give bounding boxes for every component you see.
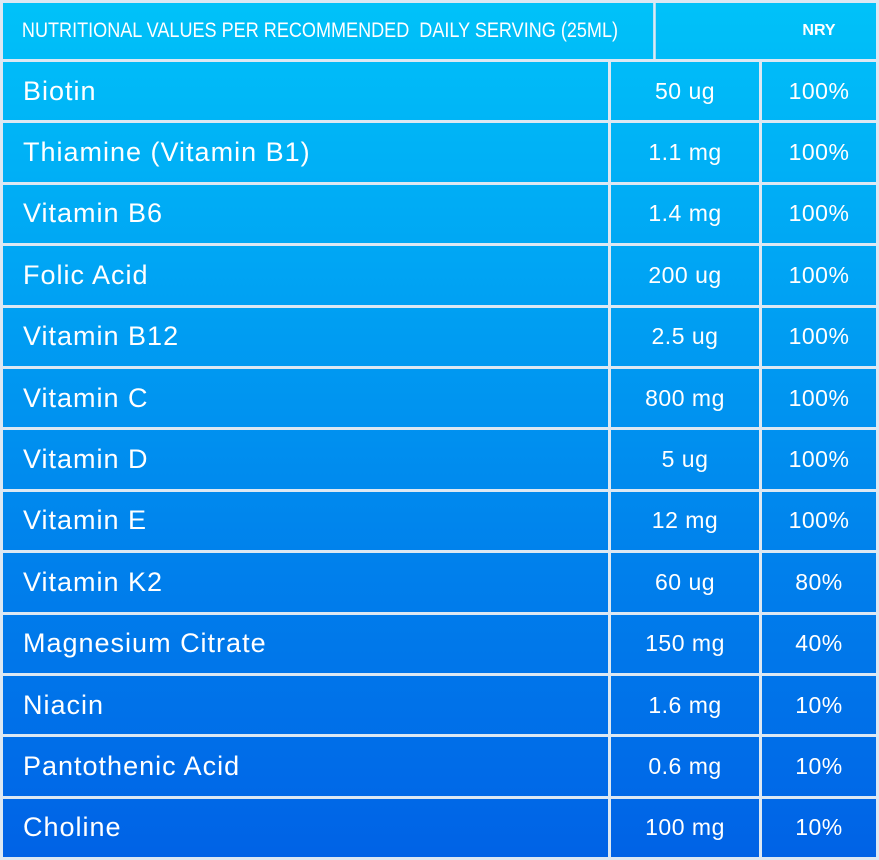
nutrient-amount: 200 ug [611, 246, 762, 305]
nutrient-amount: 0.6 mg [611, 737, 762, 796]
table-row: Choline 100 mg 10% [3, 798, 876, 860]
nutrient-nry: 100% [788, 323, 850, 350]
table-row: Biotin 50 ug 100% [3, 62, 876, 124]
nutrient-name: Niacin [3, 675, 611, 735]
table-row: Vitamin B6 1.4 mg 100% [3, 184, 876, 247]
nutrient-name: Vitamin B6 [3, 184, 611, 244]
table-row: Vitamin E 12 mg 100% [3, 491, 876, 554]
nutrient-nry: 10% [795, 691, 843, 718]
nutrient-nry: 80% [795, 568, 843, 595]
nutrient-nry: 100% [788, 507, 850, 534]
nutrient-name: Thiamine (Vitamin B1) [3, 123, 611, 182]
nutrient-name: Vitamin B12 [3, 307, 611, 366]
nutrient-amount: 1.4 mg [611, 184, 762, 244]
nutrient-name: Folic Acid [3, 246, 611, 305]
table-header: NUTRITIONAL VALUES PER RECOMMENDED DAILY… [3, 0, 876, 62]
table-row: Magnesium Citrate 150 mg 40% [3, 614, 876, 676]
nutrient-name: Vitamin D [3, 430, 611, 489]
nutrient-amount: 1.6 mg [611, 675, 762, 735]
nutrient-nry: 100% [788, 200, 850, 227]
nutrient-amount: 2.5 ug [611, 307, 762, 366]
header-title: NUTRITIONAL VALUES PER RECOMMENDED DAILY… [3, 3, 656, 59]
nutrient-nry: 100% [788, 261, 850, 288]
nutrient-nry: 100% [788, 446, 850, 473]
nutrient-amount: 150 mg [611, 614, 762, 673]
table-row: Vitamin B12 2.5 ug 100% [3, 307, 876, 369]
nutrient-name: Biotin [3, 62, 611, 121]
table-row: Vitamin K2 60 ug 80% [3, 553, 876, 615]
nutrient-nry: 100% [788, 77, 850, 104]
nutrient-amount: 60 ug [611, 553, 762, 612]
nutrient-nry: 100% [788, 384, 850, 411]
nutrient-name: Pantothenic Acid [3, 737, 611, 796]
nutrient-amount: 5 ug [611, 430, 762, 489]
nutrient-name: Magnesium Citrate [3, 614, 611, 673]
table-row: Thiamine (Vitamin B1) 1.1 mg 100% [3, 123, 876, 185]
nutrient-name: Vitamin K2 [3, 553, 611, 612]
nutrient-name: Vitamin E [3, 491, 611, 551]
nutrient-amount: 12 mg [611, 491, 762, 551]
table-row: Pantothenic Acid 0.6 mg 10% [3, 737, 876, 799]
nutrient-amount: 800 mg [611, 368, 762, 428]
nutrient-nry: 10% [795, 752, 843, 779]
nutrient-name: Choline [3, 798, 611, 858]
table-row: Folic Acid 200 ug 100% [3, 246, 876, 308]
table-row: Niacin 1.6 mg 10% [3, 675, 876, 738]
nutrient-nry: 40% [795, 630, 843, 657]
nutrient-name: Vitamin C [3, 368, 611, 428]
nutrient-amount: 100 mg [611, 798, 762, 858]
header-nry: NRY [802, 22, 836, 39]
table-row: Vitamin C 800 mg 100% [3, 368, 876, 431]
nutrient-nry: 10% [795, 814, 843, 841]
nutrient-nry: 100% [788, 139, 850, 166]
nutrient-amount: 1.1 mg [611, 123, 762, 182]
nutrient-amount: 50 ug [611, 62, 762, 121]
